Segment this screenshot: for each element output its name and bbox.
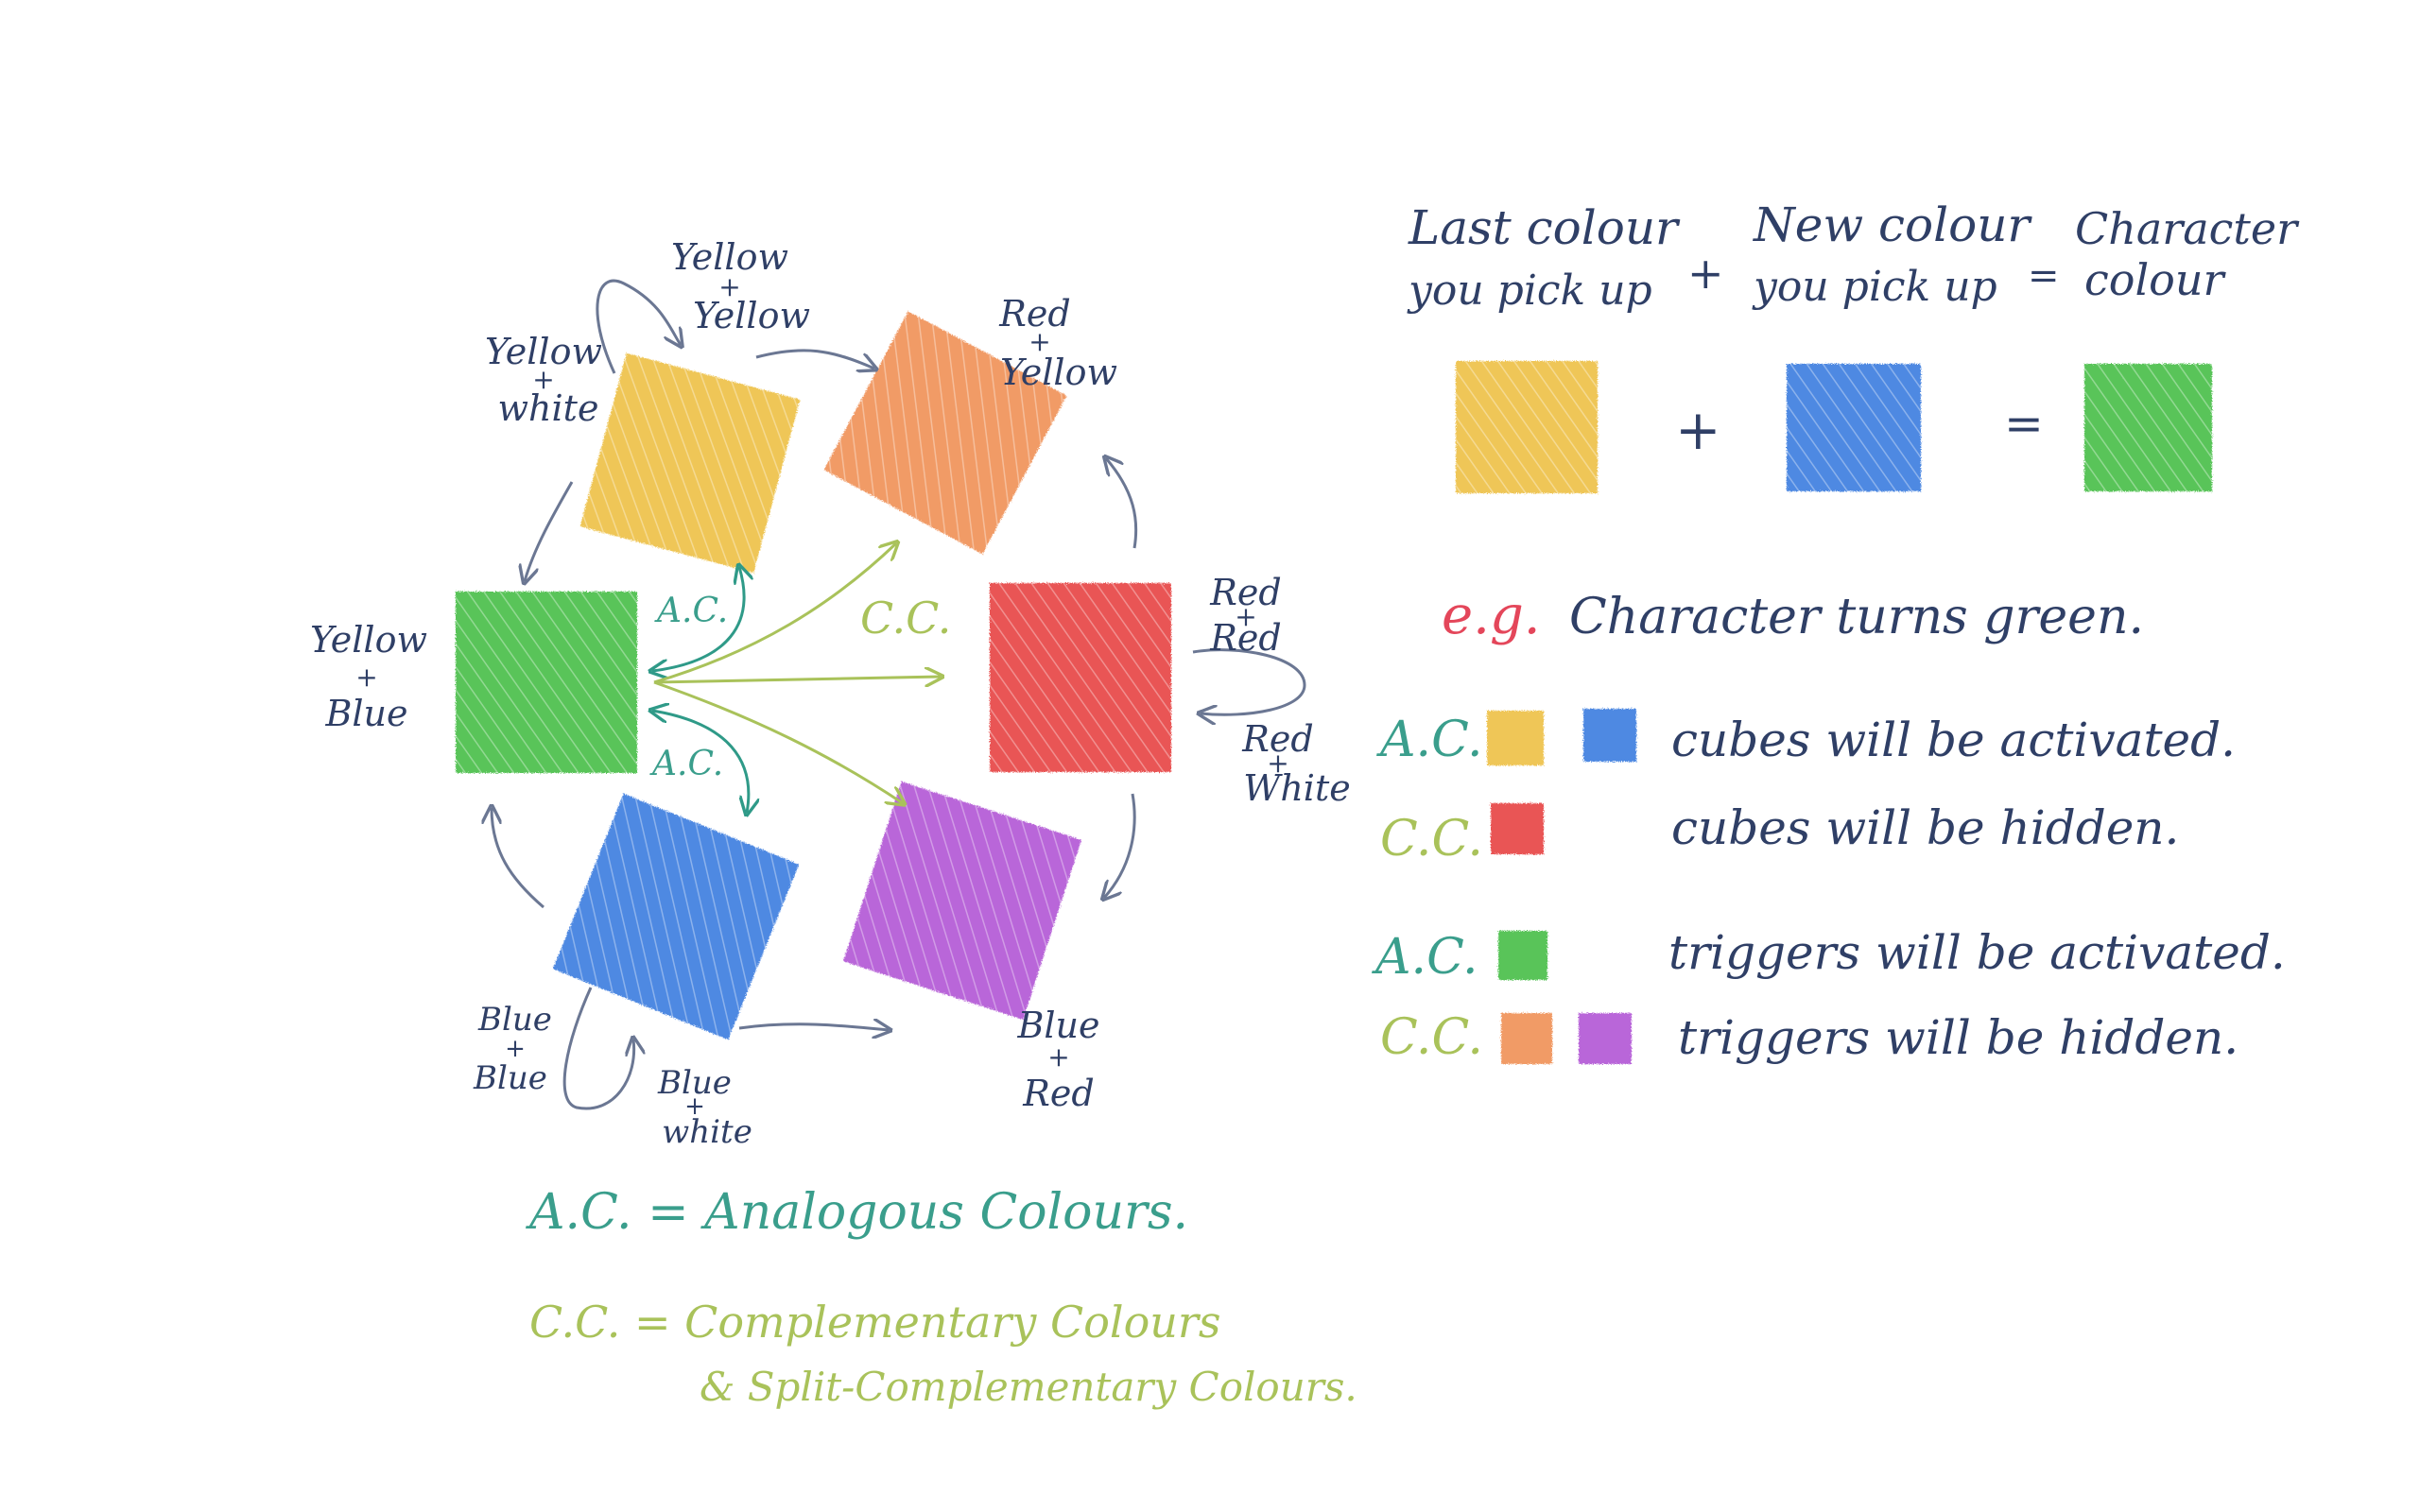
complementary-arrows [653,543,941,803]
arrow-yellow-to-orange [755,349,874,369]
rule3-label: A.C. [1372,929,1478,986]
analogous-arrows [652,567,749,813]
header-new-colour-sub: you pick up [1752,263,1997,311]
header-last-colour: Last colour [1408,200,1681,255]
rule4-label: C.C. [1380,1009,1483,1066]
header-equals: = [2028,254,2060,298]
wheel-arrows [492,279,1306,1110]
rule3-swatch-green [1498,931,1547,980]
cc-arrow-to-purple [653,680,903,803]
label-ac-lower: A.C. [649,745,723,783]
swatch-blue [552,793,800,1040]
arrow-blue-self-loop [562,987,633,1110]
arrow-purple-to-blue [738,1024,889,1030]
header-last-colour-sub: you pick up [1407,266,1652,315]
formula-swatch-blue [1787,364,1921,491]
swatch-orange [823,311,1067,555]
arrow-green-to-yellow [525,481,574,581]
swatch-red [990,583,1171,772]
label-red-red: Red + Red [1209,572,1281,659]
ac-arrow-lower [652,711,749,813]
header-plus: + [1687,248,1724,299]
example-eg: e.g. [1442,585,1541,646]
header-character: Character [2075,203,2300,254]
label-blue-white: Blue + white [657,1064,752,1151]
ac-arrow-upper [652,567,744,671]
label-yellow-yellow: Yellow + Yellow [671,236,810,336]
label-blue-red: Blue + Red [1016,1005,1099,1114]
label-red-white: Red + White [1241,718,1350,809]
legend-analogous: A.C. = Analogous Colours. [526,1184,1188,1241]
rule1-swatch-yellow [1487,711,1544,765]
legend-complementary-line2: & Split-Complementary Colours. [700,1364,1357,1410]
formula-swatch-yellow [1456,361,1598,493]
cc-arrow-to-red [653,677,941,682]
rule2-label: C.C. [1380,811,1483,868]
example-text: Character turns green. [1569,589,2144,645]
arrow-yellow-self-loop [596,279,681,374]
formula-swatch-green [2084,364,2212,491]
swatch-yellow [579,352,801,574]
rule4-text: triggers will be hidden. [1678,1010,2238,1065]
wheel-labels: Yellow + Yellow Yellow + white Red + Yellow Ye… [310,236,1351,1151]
arrow-orange-to-red [1106,458,1138,549]
arrow-red-to-purple [1104,793,1136,898]
label-cc-center: C.C. [860,593,951,644]
swatch-purple [842,781,1082,1021]
formula-equals: = [2004,396,2044,451]
header-character-sub: colour [2084,254,2226,305]
rule4-swatch-orange [1501,1013,1552,1064]
arrow-red-self-loop [1192,648,1306,715]
formula-header: Last colour you pick up + New colour you… [1407,198,2300,315]
rule1-label: A.C. [1376,712,1483,768]
formula-plus: + [1675,398,1721,462]
label-ac-upper: A.C. [654,592,728,630]
arrow-blue-to-green [492,808,544,909]
swatch-green [456,592,637,773]
header-new-colour: New colour [1753,198,2032,252]
rule1-text: cubes will be activated. [1671,713,2236,767]
rule4-swatch-purple [1579,1013,1632,1064]
label-yellow-blue: Yellow + Blue [310,619,427,734]
cc-arrow-to-orange [653,543,896,684]
label-yellow-white: Yellow + white [485,331,602,429]
rule1-swatch-blue [1583,709,1636,762]
label-red-yellow: Red + Yellow [998,293,1117,393]
rule2-text: cubes will be hidden. [1671,800,2179,855]
rule2-swatch-red [1491,803,1544,854]
legend-complementary-line1: C.C. = Complementary Colours [529,1297,1221,1348]
label-blue-blue: Blue + Blue [473,1001,552,1097]
rule3-text: triggers will be activated. [1668,925,2286,980]
